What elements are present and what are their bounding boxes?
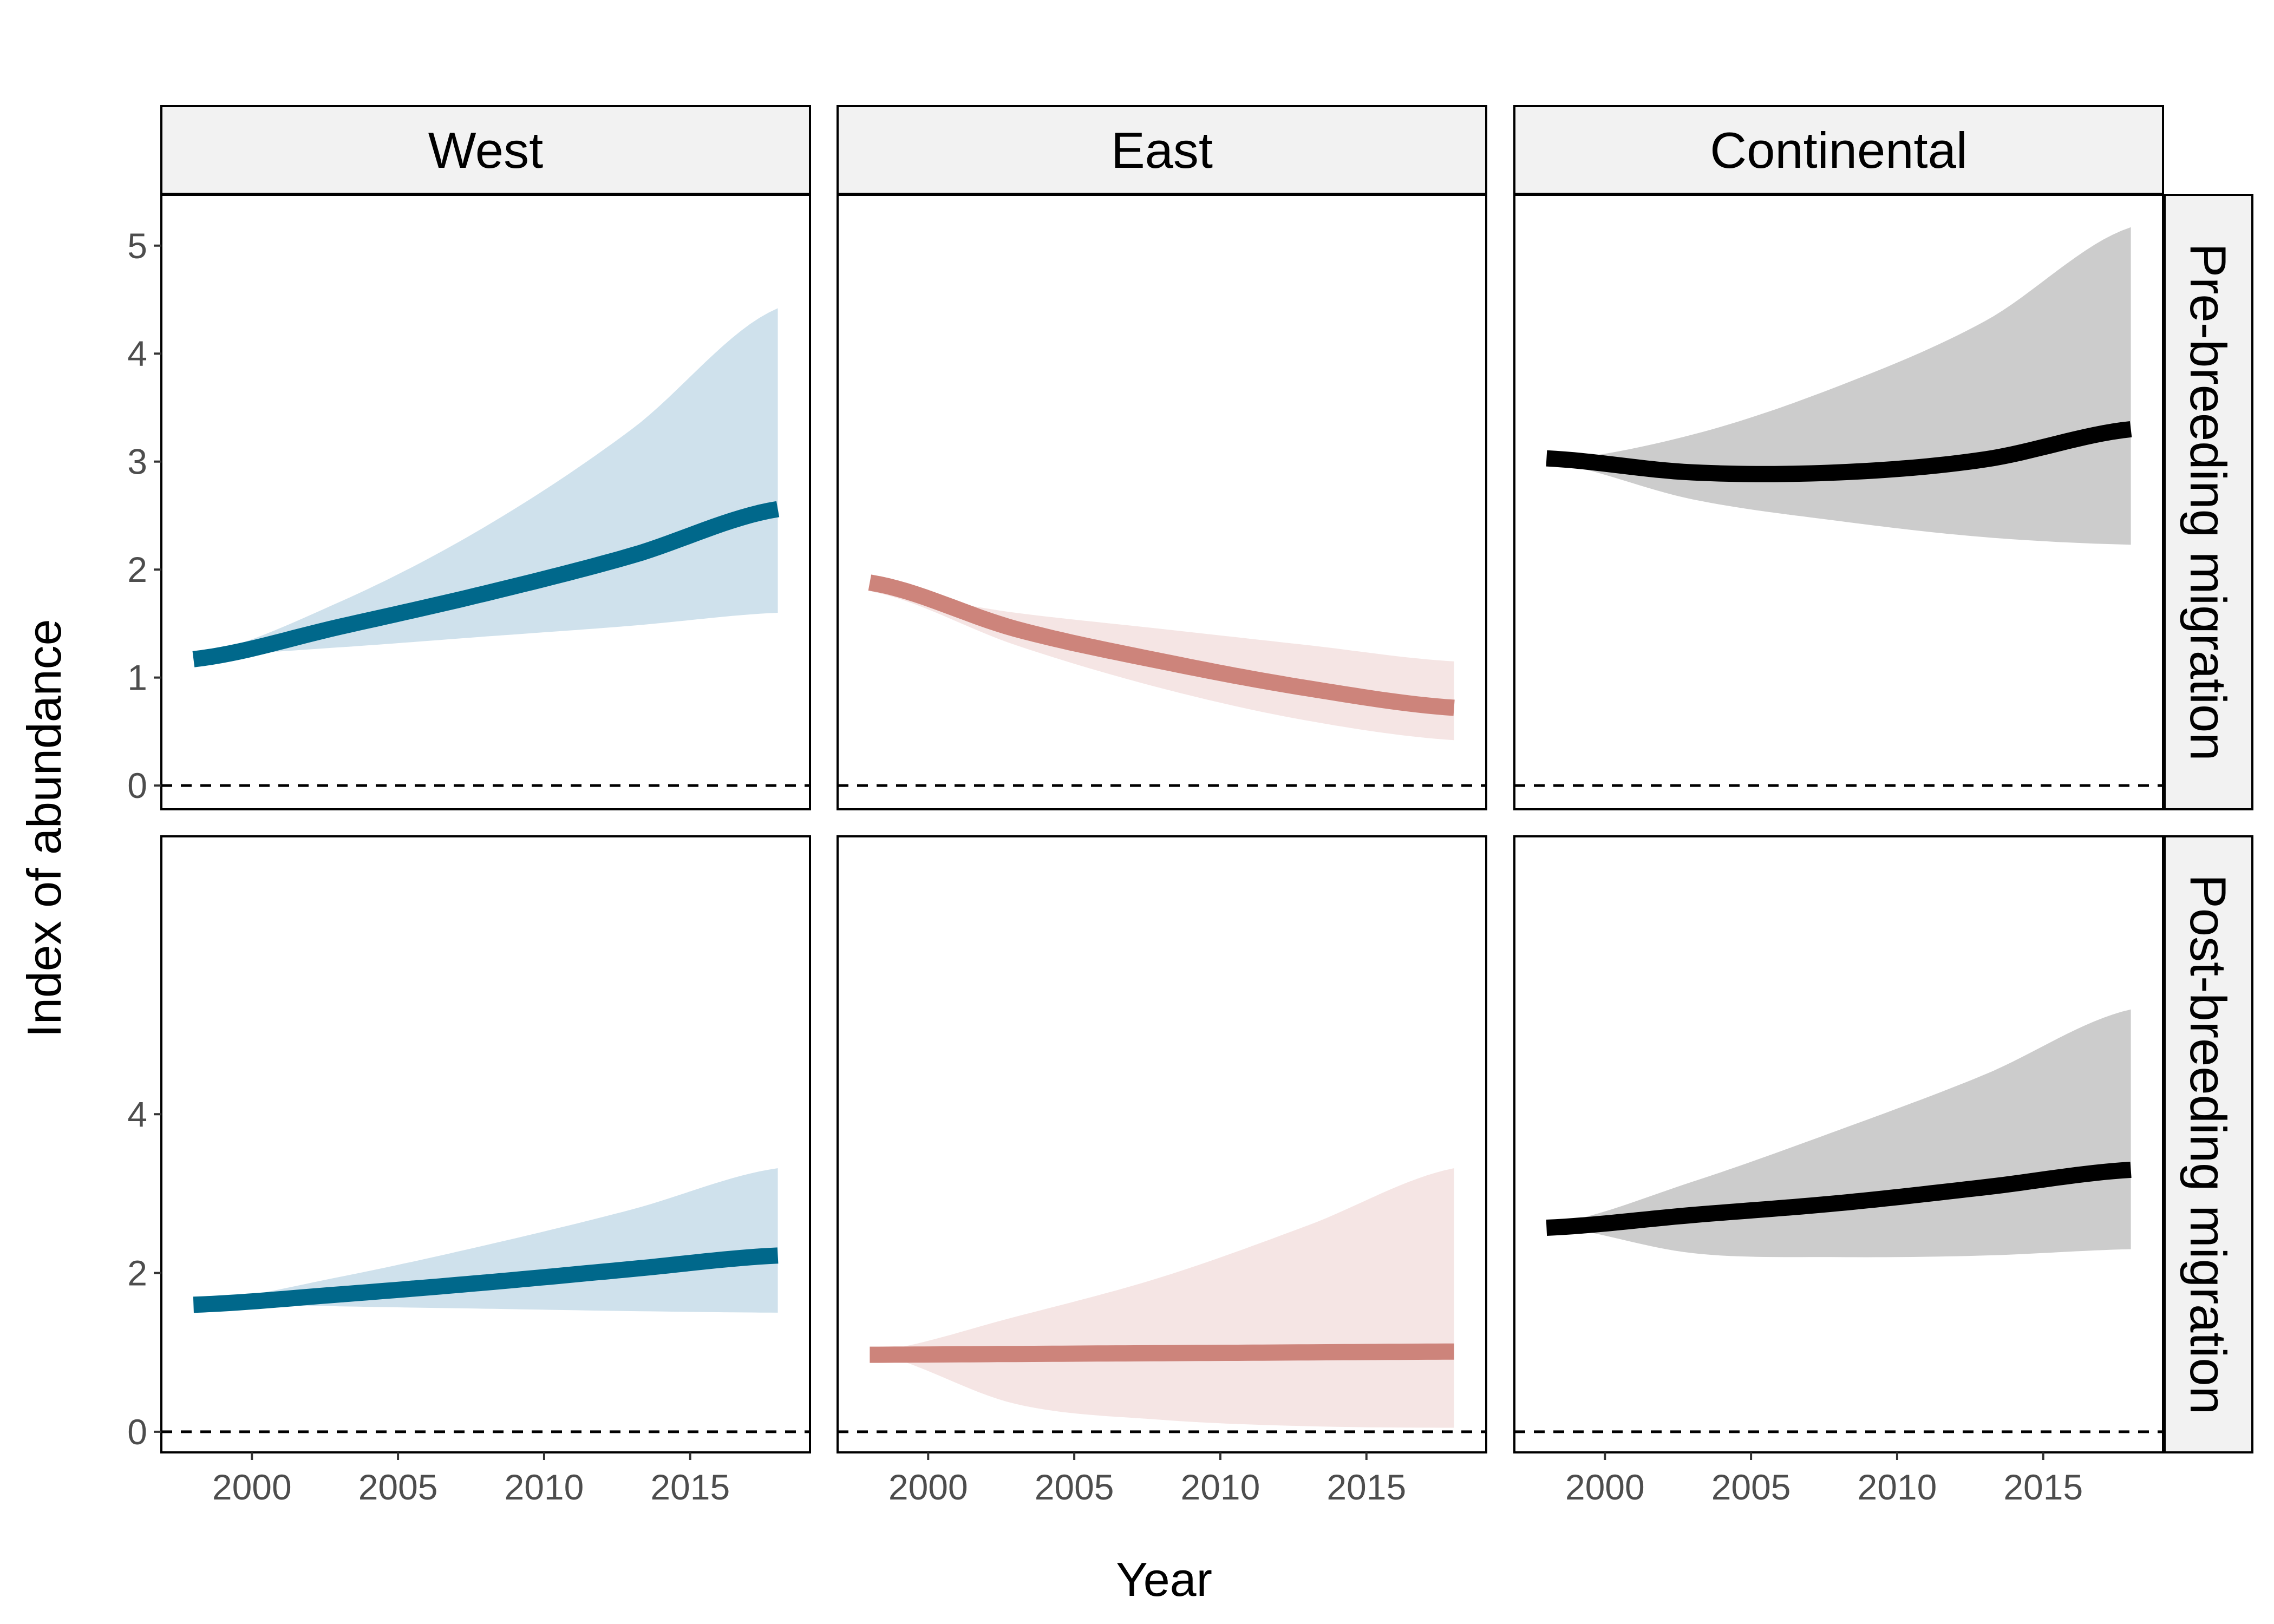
strip-west: West xyxy=(160,105,811,195)
x-tick-label: 2005 xyxy=(358,1467,438,1507)
y-tick-label: 1 xyxy=(127,658,147,698)
strip-label: East xyxy=(1111,122,1213,179)
confidence-band xyxy=(870,1168,1454,1428)
x-tick-label: 2005 xyxy=(1035,1467,1114,1507)
trend-line xyxy=(193,1247,779,1313)
x-tick-label: 2000 xyxy=(1565,1467,1645,1507)
trend-line xyxy=(870,1343,1454,1363)
x-axis-title: Year xyxy=(1116,1553,1212,1606)
strip-label: Pre-breeding migration xyxy=(2180,243,2237,761)
y-tick-label: 0 xyxy=(127,1412,147,1452)
strips-layer: West East Continental Pre-breeding migratio… xyxy=(160,105,2253,1453)
strip-pre-breeding-migration: Pre-breeding migration xyxy=(2164,194,2253,810)
panels-layer xyxy=(160,194,2164,1453)
x-tick-label: 2010 xyxy=(505,1467,584,1507)
panel-west-pre-breeding-migration xyxy=(160,194,811,810)
confidence-band xyxy=(193,308,778,656)
strip-continental: Continental xyxy=(1513,105,2164,195)
trend-line xyxy=(868,574,1455,716)
panel-border xyxy=(1513,835,2164,1453)
y-tick-label: 0 xyxy=(127,765,147,806)
panel-continental-pre-breeding-migration xyxy=(1513,194,2164,810)
trend-line xyxy=(1546,421,2132,482)
axes-layer: 0 1 2 3 4 5 0 2 4 2000 2005 2010 2015 2000 2005 2010 201… xyxy=(127,226,2083,1507)
x-tick-label: 2010 xyxy=(1181,1467,1260,1507)
panel-east-post-breeding-migration xyxy=(837,835,1487,1453)
strip-label: Continental xyxy=(1710,122,1968,179)
panel-background xyxy=(161,836,810,1452)
x-tick-label: 2010 xyxy=(1858,1467,1937,1507)
x-tick-label: 2000 xyxy=(888,1467,968,1507)
strip-east: East xyxy=(837,105,1487,195)
x-tick-label: 2005 xyxy=(1711,1467,1791,1507)
panel-east-pre-breeding-migration xyxy=(837,194,1487,810)
panel-continental-post-breeding-migration xyxy=(1513,835,2164,1453)
y-tick-label: 2 xyxy=(127,1253,147,1293)
y-tick-label: 2 xyxy=(127,549,147,590)
strip-label: Post-breeding migration xyxy=(2180,874,2237,1415)
strip-label: West xyxy=(428,122,543,179)
y-axis-title: Index of abundance xyxy=(17,619,71,1037)
strip-post-breeding-migration: Post-breeding migration xyxy=(2164,835,2253,1453)
panel-west-post-breeding-migration xyxy=(160,835,811,1453)
y-tick-label: 4 xyxy=(127,333,147,374)
trend-line xyxy=(1546,1161,2132,1236)
x-tick-label: 2015 xyxy=(1327,1467,1406,1507)
y-tick-label: 5 xyxy=(127,226,147,266)
strip-background xyxy=(2164,194,2253,810)
y-tick-label: 3 xyxy=(127,442,147,482)
trend-line xyxy=(192,501,780,667)
panel-border xyxy=(837,835,1487,1453)
x-tick-label: 2015 xyxy=(2003,1467,2083,1507)
x-tick-label: 2000 xyxy=(212,1467,292,1507)
strip-background xyxy=(160,105,811,195)
strip-background xyxy=(837,105,1487,195)
y-tick-label: 4 xyxy=(127,1094,147,1134)
x-tick-label: 2015 xyxy=(650,1467,730,1507)
panel-border xyxy=(160,835,811,1453)
strip-background xyxy=(1513,105,2164,195)
strip-background xyxy=(2164,835,2253,1453)
